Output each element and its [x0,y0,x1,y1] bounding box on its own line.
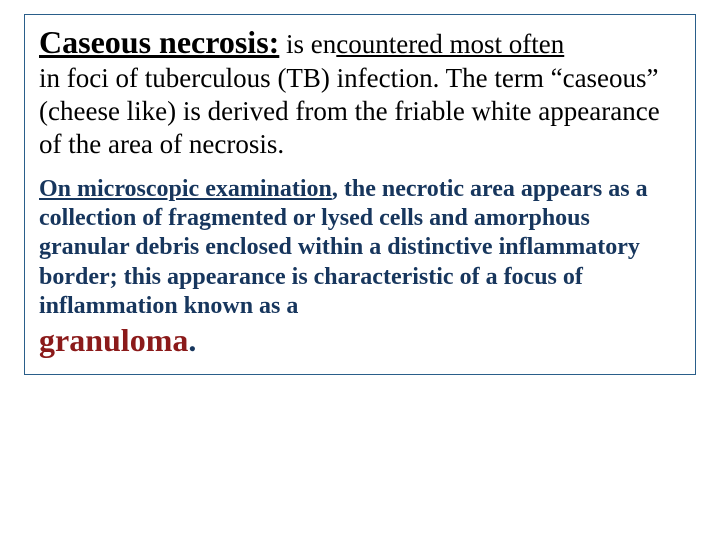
keyword-period: . [188,322,196,358]
p2-microscopic-examination: On microscopic examination [39,176,332,202]
paragraph-2: On microscopic examination, the necrotic… [39,175,681,360]
content-box: Caseous necrosis: is encountered most of… [24,14,696,375]
p1-underlined-tail: countered most often [336,29,564,59]
p1-rest: in foci of tuberculous (TB) infection. T… [39,63,660,159]
keyword-granuloma: granuloma [39,322,188,358]
p1-after-heading: is en [279,29,336,59]
heading-caseous-necrosis: Caseous necrosis: [39,24,279,60]
slide: Caseous necrosis: is encountered most of… [0,0,720,540]
paragraph-1: Caseous necrosis: is encountered most of… [39,23,681,161]
